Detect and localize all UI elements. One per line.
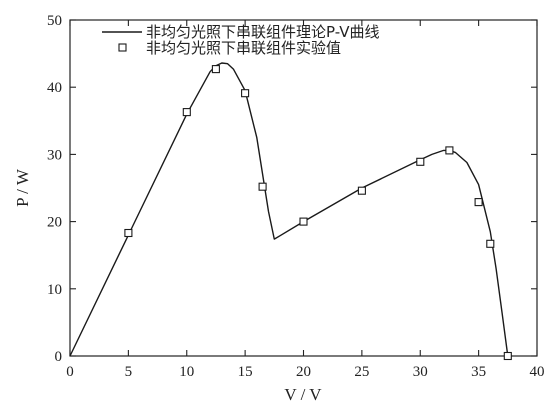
experimental-point bbox=[357, 186, 366, 195]
experimental-point bbox=[299, 217, 308, 226]
experimental-point bbox=[445, 146, 454, 155]
x-tick-label: 25 bbox=[354, 364, 369, 380]
x-tick-label: 40 bbox=[530, 364, 545, 380]
experimental-point bbox=[474, 198, 483, 207]
x-tick-label: 35 bbox=[471, 364, 486, 380]
x-axis-title: V / V bbox=[284, 385, 322, 404]
x-tick-label: 30 bbox=[413, 364, 428, 380]
y-tick-label: 10 bbox=[47, 282, 62, 298]
y-tick-label: 30 bbox=[47, 147, 62, 163]
y-axis-title: P / W bbox=[13, 168, 32, 207]
y-axis-ticks: 0 10 20 30 40 50 bbox=[47, 13, 537, 365]
experimental-point bbox=[182, 108, 191, 117]
experimental-point bbox=[124, 228, 133, 238]
x-tick-label: 0 bbox=[66, 364, 74, 380]
experimental-point bbox=[211, 65, 220, 74]
legend-label-theory: 非均匀光照下串联组件理论P-V曲线 bbox=[146, 23, 380, 41]
experimental-point bbox=[503, 351, 512, 361]
y-tick-label: 20 bbox=[47, 215, 62, 231]
experimental-point bbox=[416, 157, 425, 166]
x-tick-label: 10 bbox=[179, 364, 194, 380]
experimental-point bbox=[241, 89, 250, 98]
experimental-point bbox=[486, 239, 495, 248]
legend: 非均匀光照下串联组件理论P-V曲线 非均匀光照下串联组件实验值 bbox=[102, 23, 380, 57]
y-tick-label: 50 bbox=[47, 13, 62, 29]
experimental-markers bbox=[124, 65, 512, 361]
experimental-point bbox=[258, 182, 267, 191]
legend-label-experiment: 非均匀光照下串联组件实验值 bbox=[146, 39, 341, 57]
x-tick-label: 5 bbox=[125, 364, 133, 380]
y-tick-label: 40 bbox=[47, 80, 62, 96]
x-tick-label: 15 bbox=[238, 364, 253, 380]
x-tick-label: 20 bbox=[296, 364, 311, 380]
x-axis-ticks: 0 5 10 15 20 25 30 35 40 bbox=[66, 20, 545, 380]
y-tick-label: 0 bbox=[55, 349, 63, 365]
legend-marker-swatch bbox=[118, 43, 127, 52]
